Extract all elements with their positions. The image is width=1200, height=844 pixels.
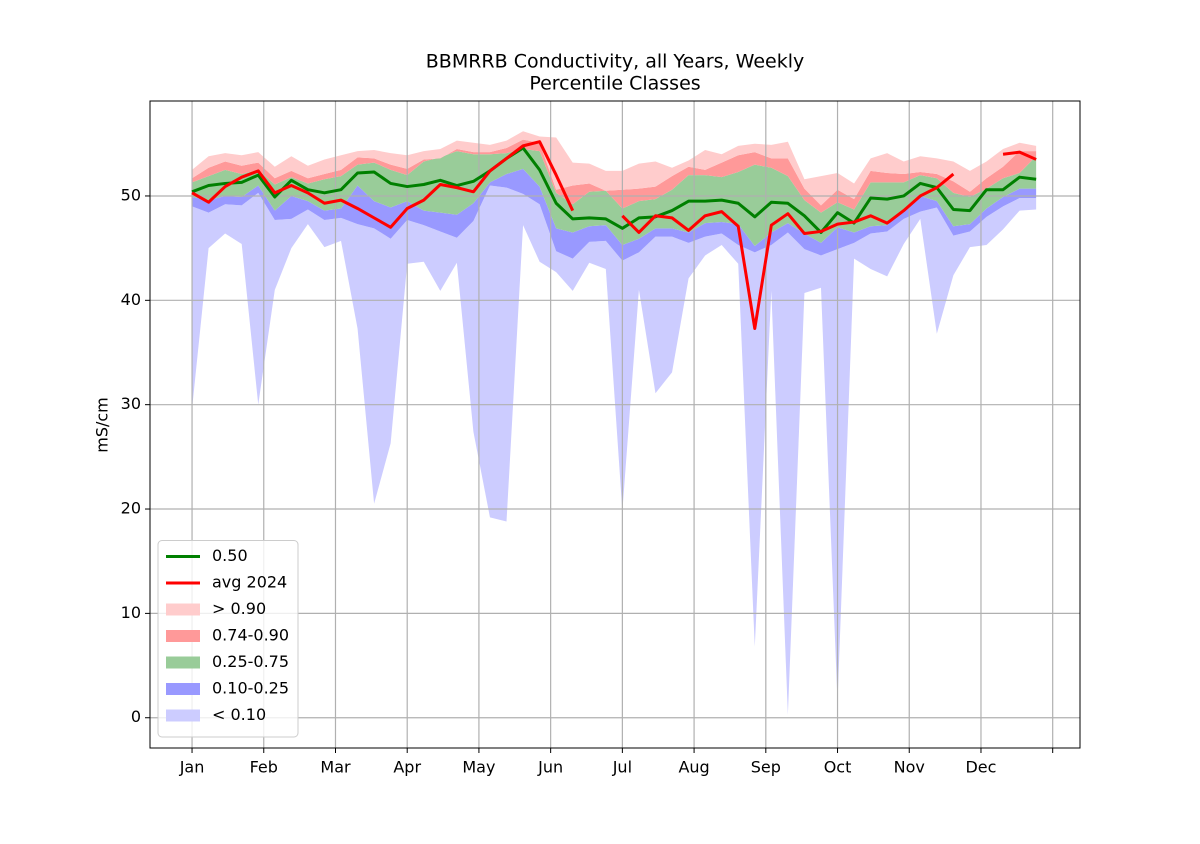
percentile-band — [192, 168, 1037, 261]
y-tick-label: 40 — [121, 290, 141, 309]
legend-label: 0.50 — [212, 546, 248, 565]
x-tick-label: Dec — [965, 758, 996, 777]
x-tick-label: May — [462, 758, 495, 777]
legend-patch — [166, 656, 200, 669]
x-tick-label: Nov — [894, 758, 925, 777]
legend-patch — [166, 630, 200, 642]
x-tick-label: Oct — [824, 758, 852, 777]
series-line — [191, 140, 1037, 330]
x-tick-label: Jun — [537, 758, 563, 777]
percentile-band — [192, 149, 1037, 247]
y-axis-label: mS/cm — [93, 397, 112, 453]
x-tick-label: Feb — [250, 758, 278, 777]
bands — [192, 131, 1037, 715]
x-tick-label: Apr — [393, 758, 421, 777]
series-line — [191, 146, 1037, 234]
x-tick-label: Jan — [179, 758, 205, 777]
plot-frame — [149, 100, 1081, 749]
axes: 0 10 20 30 40 50 Jan Feb Mar Apr May Jun Jul Aug Sep Oc… — [121, 100, 1081, 777]
y-tick-label: 30 — [121, 394, 141, 413]
x-tick-label: Sep — [751, 758, 781, 777]
percentile-band — [192, 139, 1037, 213]
x-tick-label: Jul — [612, 758, 632, 777]
legend-patch — [166, 709, 200, 722]
percentile-band — [192, 185, 1037, 715]
y-tick-label: 0 — [131, 707, 141, 726]
legend-patch — [166, 603, 200, 616]
y-tick-label: 10 — [121, 603, 141, 622]
legend-label: 0.74-0.90 — [212, 626, 289, 645]
legend-label: 0.10-0.25 — [212, 679, 289, 698]
legend: 0.50 avg 2024 > 0.90 0.74-0.90 0.25-0.75 0.10… — [157, 540, 299, 738]
chart-title: Percentile Classes — [529, 73, 700, 95]
legend-label: 0.25-0.75 — [212, 652, 289, 671]
legend-label: < 0.10 — [212, 705, 266, 724]
chart-title: BBMRRB Conductivity, all Years, Weekly — [426, 51, 804, 73]
percentile-band — [192, 131, 1037, 206]
x-tick-label: Aug — [678, 758, 709, 777]
y-tick-label: 20 — [121, 499, 141, 518]
y-tick-label: 50 — [121, 185, 141, 204]
legend-patch — [166, 683, 200, 695]
x-tick-label: Mar — [320, 758, 351, 777]
legend-label: avg 2024 — [212, 573, 287, 592]
legend-label: > 0.90 — [212, 599, 266, 618]
lines — [191, 140, 1037, 330]
grid — [150, 101, 1080, 748]
